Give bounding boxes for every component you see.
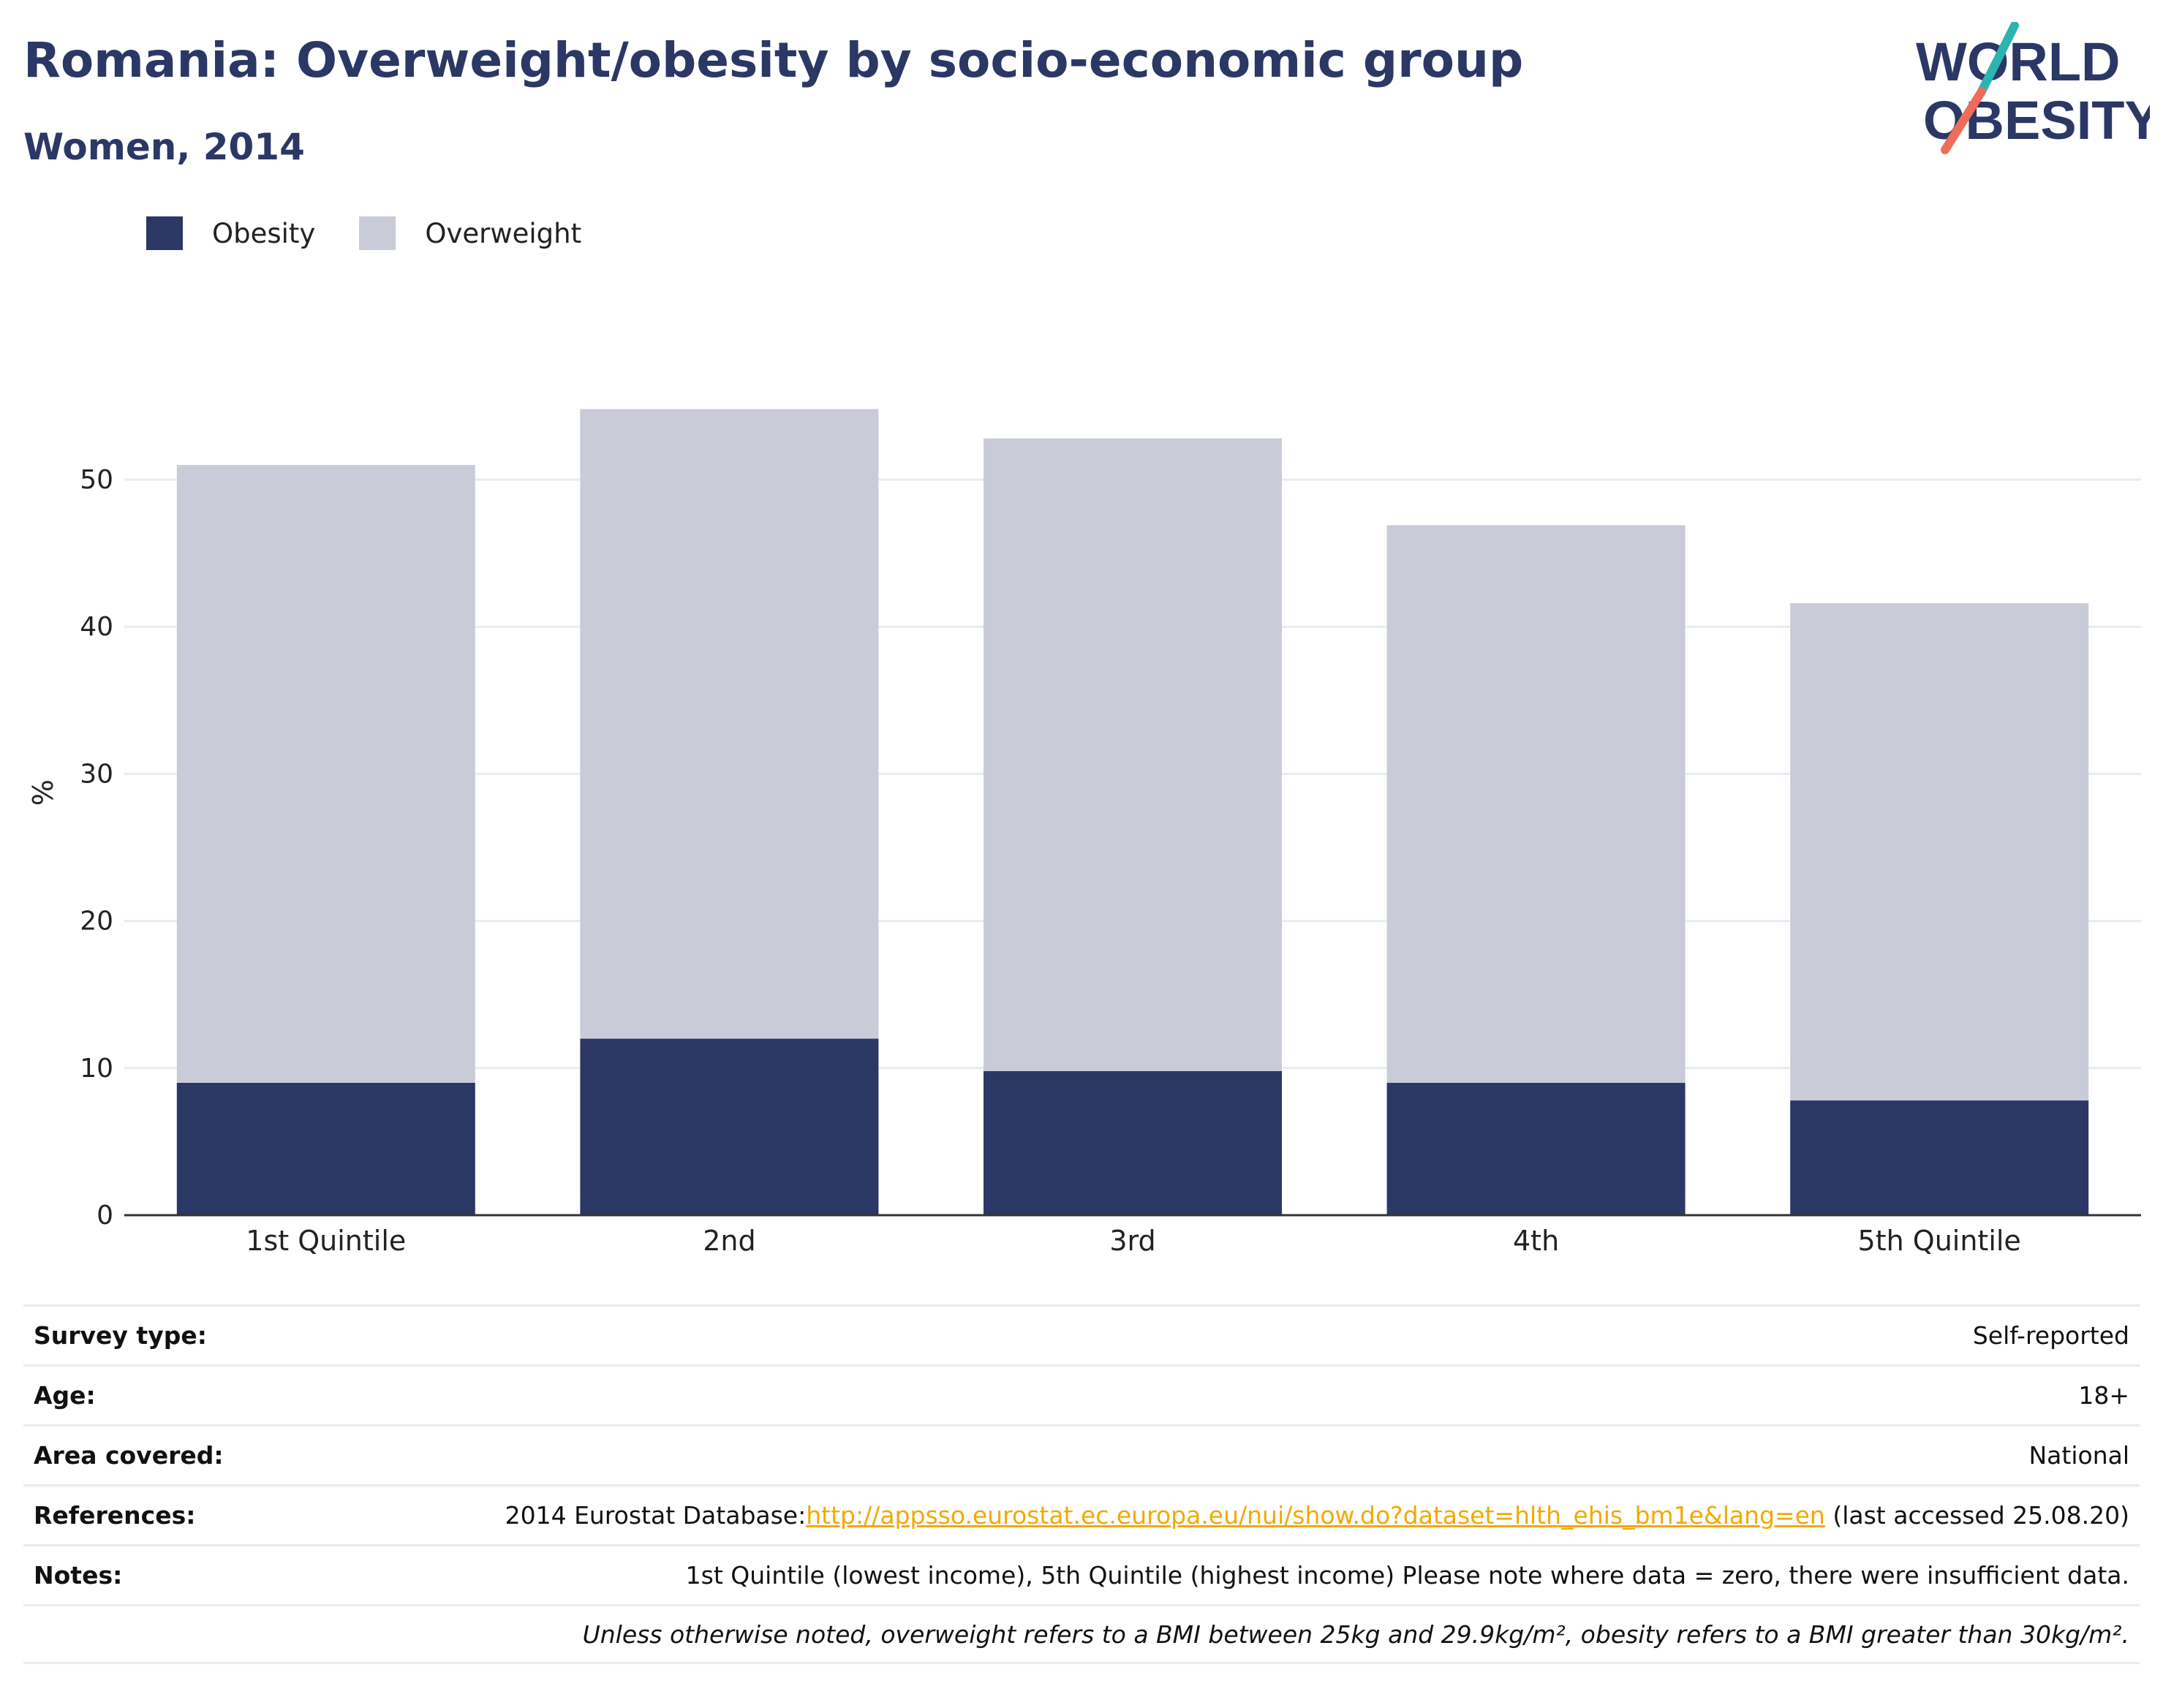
bar-overweight-4 — [1386, 525, 1686, 1083]
info-label-references: References: — [34, 1501, 196, 1530]
chart-title: Romania: Overweight/obesity by socio-eco… — [23, 32, 1524, 88]
chart-subtitle: Women, 2014 — [23, 126, 305, 168]
logo-coral-slash — [1941, 87, 1986, 154]
legend-item-overweight[interactable]: Overweight — [359, 216, 581, 250]
x-tick-label-3: 3rd — [1109, 1225, 1155, 1257]
info-value-references: 2014 Eurostat Database:http://appsso.eur… — [505, 1501, 2140, 1530]
bar-overweight-5 — [1790, 603, 2089, 1101]
info-label-notes: Notes: — [34, 1561, 123, 1590]
logo-teal-slash — [1977, 22, 2019, 96]
logo-line2: OBESITY — [1923, 90, 2150, 151]
info-row-survey-type: Survey type: Self-reported — [23, 1304, 2140, 1364]
info-row-notes: Notes: 1st Quintile (lowest income), 5th… — [23, 1544, 2140, 1604]
reference-suffix: (last accessed 25.08.20) — [1824, 1501, 2129, 1530]
y-tick-label-50: 50 — [80, 465, 113, 495]
y-tick-label-40: 40 — [80, 612, 113, 642]
info-row-references: References: 2014 Eurostat Database:http:… — [23, 1484, 2140, 1544]
bar-obesity-5 — [1790, 1100, 2089, 1215]
reference-link[interactable]: http://appsso.eurostat.ec.europa.eu/nui/… — [806, 1501, 1825, 1530]
legend-label-overweight: Overweight — [425, 217, 582, 249]
x-tick-label-5: 5th Quintile — [1858, 1225, 2021, 1257]
x-tick-label-4: 4th — [1513, 1225, 1559, 1257]
info-value-footnote: Unless otherwise noted, overweight refer… — [582, 1620, 2129, 1649]
legend-item-obesity[interactable]: Obesity — [146, 216, 315, 250]
info-row-age: Age: 18+ — [23, 1364, 2140, 1424]
bar-obesity-1 — [176, 1082, 475, 1215]
bar-overweight-1 — [176, 464, 475, 1083]
info-value-survey-type: Self-reported — [1972, 1321, 2129, 1350]
bar-obesity-3 — [984, 1070, 1282, 1215]
y-tick-label-0: 0 — [97, 1201, 113, 1231]
info-row-area: Area covered: National — [23, 1424, 2140, 1484]
legend-swatch-overweight — [359, 216, 396, 250]
legend-swatch-obesity — [146, 216, 183, 250]
legend-label-obesity: Obesity — [212, 217, 316, 249]
info-value-notes: 1st Quintile (lowest income), 5th Quinti… — [685, 1561, 2129, 1590]
y-tick-label-30: 30 — [80, 759, 113, 789]
reference-prefix: 2014 Eurostat Database: — [505, 1501, 807, 1530]
y-axis-label: % — [27, 779, 59, 806]
bar-overweight-3 — [984, 438, 1282, 1071]
logo-line1: WORLD — [1916, 31, 2121, 92]
bar-obesity-4 — [1386, 1082, 1686, 1215]
bar-obesity-2 — [580, 1038, 879, 1215]
bar-overweight-2 — [580, 409, 879, 1039]
info-value-area: National — [2028, 1441, 2129, 1470]
info-label-area: Area covered: — [34, 1441, 224, 1470]
info-row-footnote: Unless otherwise noted, overweight refer… — [23, 1604, 2140, 1664]
x-tick-label-1: 1st Quintile — [246, 1225, 406, 1257]
info-label-survey-type: Survey type: — [34, 1321, 207, 1350]
y-tick-label-10: 10 — [80, 1054, 113, 1084]
stacked-bar-chart: 0 10 20 30 40 50% 1st Quintile 2nd 3rd 4th 5th Qui… — [27, 409, 2141, 1257]
y-tick-label-20: 20 — [80, 907, 113, 937]
x-tick-label-2: 2nd — [703, 1225, 755, 1257]
info-label-age: Age: — [34, 1381, 96, 1410]
info-table: Survey type: Self-reported Age: 18+ Area… — [23, 1304, 2140, 1664]
chart-legend: Obesity Overweight — [146, 216, 625, 250]
info-value-age: 18+ — [2078, 1381, 2129, 1410]
world-obesity-logo: WORLD OBESITY — [1916, 22, 2150, 154]
